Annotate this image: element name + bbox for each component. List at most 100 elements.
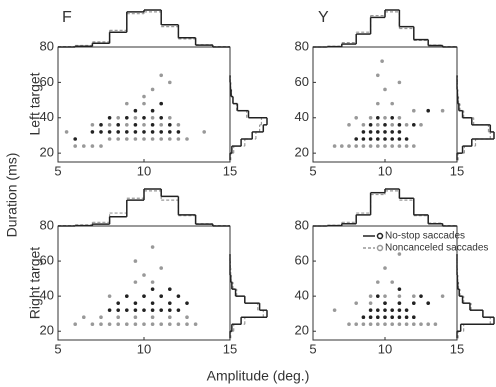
point: [354, 301, 359, 305]
point: [116, 315, 120, 320]
point: [176, 137, 181, 141]
point: [133, 137, 138, 141]
legend-label: Noncanceled saccades: [385, 243, 488, 254]
point: [73, 137, 77, 141]
point: [332, 144, 337, 148]
point: [390, 115, 395, 120]
point: [142, 322, 146, 327]
point: [116, 322, 120, 327]
point: [383, 266, 387, 270]
point: [376, 73, 380, 78]
point: [397, 308, 402, 312]
point: [159, 308, 163, 312]
point: [159, 115, 163, 120]
point: [159, 101, 163, 106]
point: [376, 308, 380, 312]
y-tick-label: 20: [40, 145, 54, 160]
row-label: Right target: [27, 247, 43, 319]
point: [133, 130, 138, 134]
point: [125, 308, 129, 312]
point: [82, 315, 86, 320]
point: [390, 280, 395, 284]
point: [168, 137, 172, 141]
point: [390, 130, 395, 134]
legend-marker: [376, 244, 384, 252]
point: [176, 294, 181, 298]
point: [419, 294, 423, 298]
y-tick-label: 40: [40, 109, 54, 124]
point: [133, 123, 138, 127]
point: [404, 322, 409, 327]
point: [412, 294, 416, 298]
point: [397, 130, 402, 134]
column-label: Y: [318, 9, 329, 26]
point: [107, 137, 112, 141]
point: [107, 308, 112, 312]
y-tick-label: 40: [40, 288, 54, 303]
point: [404, 315, 409, 320]
x-tick-label: 15: [450, 341, 464, 356]
point: [116, 137, 120, 141]
point: [390, 315, 395, 320]
point: [426, 108, 431, 113]
point: [426, 322, 431, 327]
point: [168, 301, 172, 305]
point: [133, 259, 138, 263]
point: [383, 87, 387, 92]
point: [361, 130, 366, 134]
point: [125, 137, 129, 141]
point: [99, 144, 103, 148]
point: [125, 294, 129, 298]
point: [133, 280, 138, 284]
point: [354, 115, 359, 120]
point: [99, 130, 103, 134]
point: [397, 137, 402, 141]
point: [440, 108, 445, 113]
point: [107, 294, 112, 298]
y-tick-label: 80: [295, 217, 309, 232]
point: [376, 130, 380, 134]
row-label: Left target: [27, 72, 43, 135]
point: [168, 322, 172, 327]
point: [82, 144, 86, 148]
point: [412, 322, 416, 327]
point: [383, 315, 387, 320]
point: [397, 322, 402, 327]
point: [125, 115, 129, 120]
point: [142, 101, 146, 106]
point: [390, 308, 395, 312]
point: [125, 322, 129, 327]
point: [376, 101, 380, 106]
point: [440, 294, 445, 298]
point: [90, 144, 95, 148]
point: [361, 144, 366, 148]
point: [116, 130, 120, 134]
point: [412, 123, 416, 127]
point: [133, 315, 138, 320]
point: [368, 308, 373, 312]
point: [397, 301, 402, 305]
point: [133, 322, 138, 327]
x-tick-label: 10: [137, 163, 151, 178]
point: [116, 115, 120, 120]
point: [90, 123, 95, 127]
point: [376, 294, 380, 298]
point: [150, 287, 155, 291]
point: [383, 137, 387, 141]
point: [383, 294, 387, 298]
y-tick-label: 60: [40, 74, 54, 89]
point: [383, 308, 387, 312]
legend-marker: [376, 232, 384, 240]
point: [332, 308, 337, 312]
point: [368, 301, 373, 305]
x-tick-label: 5: [54, 341, 61, 356]
point: [376, 123, 380, 127]
point: [185, 322, 189, 327]
point: [73, 322, 77, 327]
point: [397, 252, 402, 256]
point: [142, 137, 146, 141]
y-axis-label: Duration (ms): [4, 153, 20, 238]
point: [347, 123, 351, 127]
point: [361, 315, 366, 320]
point: [159, 73, 163, 78]
